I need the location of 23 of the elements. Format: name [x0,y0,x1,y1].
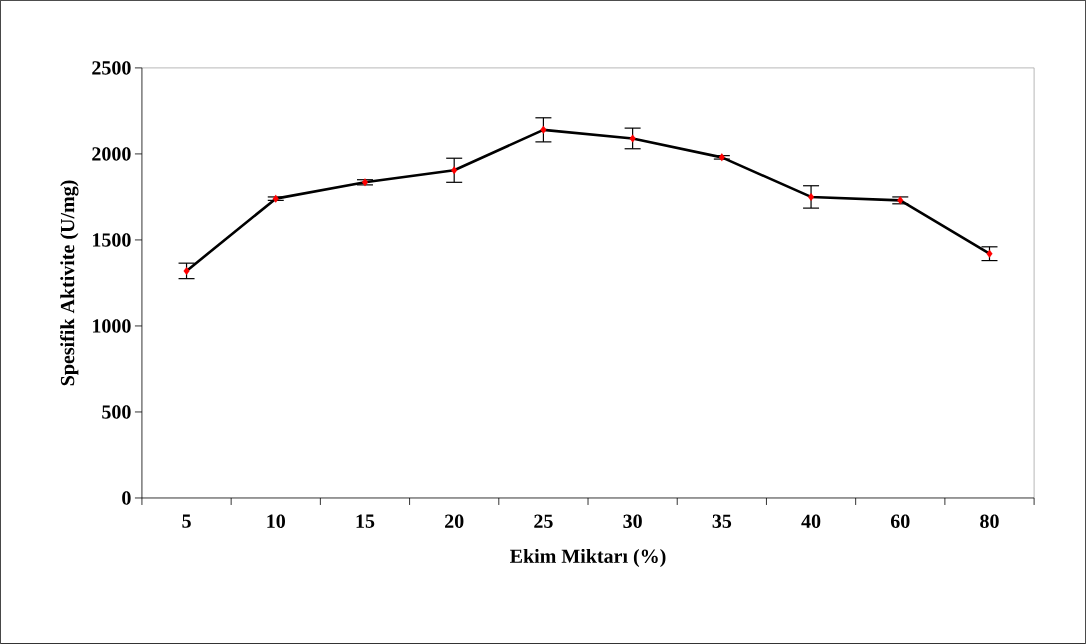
x-tick-label: 10 [267,514,285,529]
point [629,134,636,143]
y-tick-label: 1000 [92,319,131,333]
y-tick-label: 0 [122,491,131,505]
point [451,166,458,175]
x-tick-label: 5 [182,514,191,528]
y-tick-label: 2500 [92,61,131,75]
x-tick-label: 35 [712,514,732,528]
x-tick-label: 15 [356,514,375,528]
point [540,125,547,134]
x-tick-label: 30 [623,514,642,529]
x-tick-label: 60 [890,514,910,529]
y-tick-label: 2000 [92,147,131,161]
point [183,266,190,276]
x-tick-label: 20 [445,514,464,529]
x-tick-label: 80 [980,514,999,529]
y-axis-title: Spesifik Aktivite (U/mg) [60,180,79,386]
x-tick-label: 40 [801,514,821,529]
y-tick-label: 500 [102,405,131,419]
y-tick-label: 1500 [92,233,131,247]
x-tick-label: 25 [534,514,553,528]
point [808,192,815,202]
x-axis-title: Ekim Miktarı (%) [510,548,666,568]
